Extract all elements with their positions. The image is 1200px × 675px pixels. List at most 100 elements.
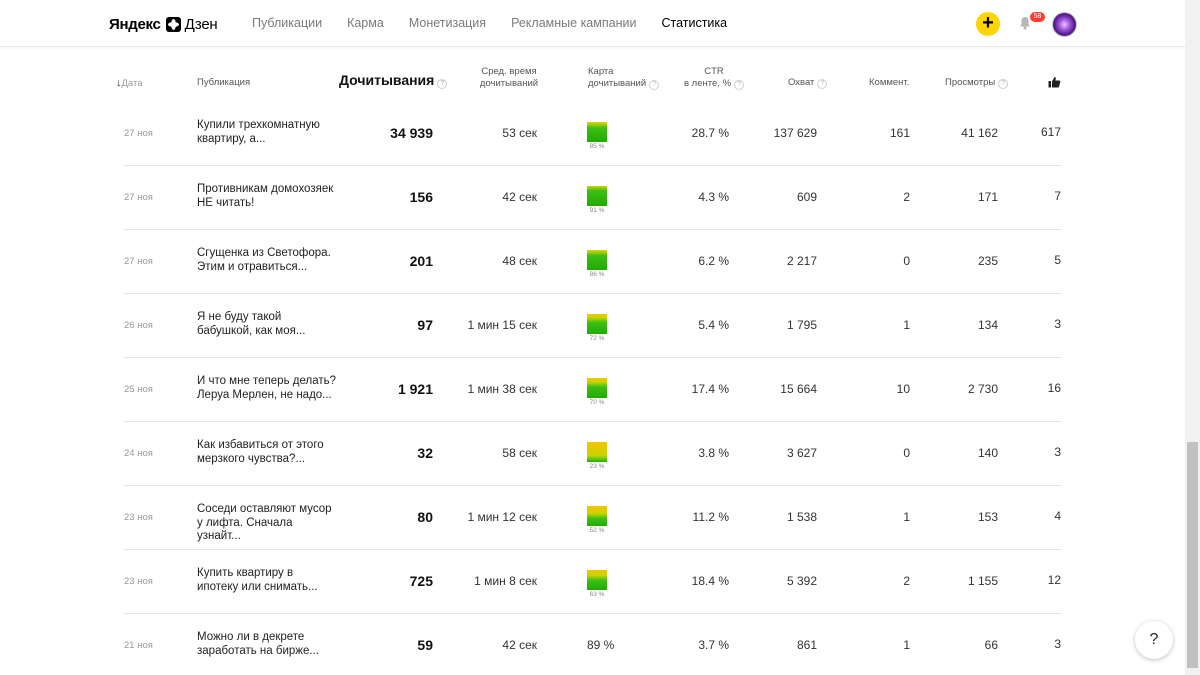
read-map-percent: 70 %	[589, 399, 605, 406]
row-title[interactable]: Как избавиться от этого мерзкого чувства…	[197, 439, 324, 465]
help-button[interactable]: ?	[1135, 621, 1173, 659]
row-reads: 34 939	[390, 125, 433, 141]
help-icon[interactable]: ?	[998, 79, 1009, 89]
read-map-gradient	[587, 442, 607, 462]
row-likes: 5	[1054, 253, 1061, 267]
column-reads[interactable]: Дочитывания?	[339, 73, 448, 89]
help-icon[interactable]: ?	[437, 79, 448, 89]
scrollbar-thumb[interactable]	[1187, 442, 1198, 668]
help-icon[interactable]: ?	[817, 79, 828, 89]
nav-monetization[interactable]: Монетизация	[408, 16, 487, 30]
row-reads: 725	[409, 573, 433, 589]
bell-icon[interactable]	[1018, 16, 1032, 30]
row-avg-time: 1 мин 38 сек	[467, 382, 537, 396]
nav-publications[interactable]: Публикации	[252, 16, 323, 30]
row-title[interactable]: Сгущенка из Светофора. Этим и отравиться…	[197, 247, 331, 273]
row-avg-time: 53 сек	[502, 126, 537, 140]
table-row[interactable]: 26 ноя Я не буду такой бабушкой, как моя.…	[124, 294, 1061, 358]
table-row[interactable]: 27 ноя Противникам домохозяек НЕ читать! 1…	[124, 166, 1061, 230]
row-likes: 12	[1047, 573, 1061, 587]
table-row[interactable]: 23 ноя Соседи оставляют мусор у лифта. Сн…	[124, 486, 1061, 550]
row-ctr: 17.4 %	[691, 382, 729, 396]
row-avg-time: 1 мин 12 сек	[467, 510, 537, 524]
row-views: 2 730	[967, 382, 998, 396]
row-views: 1 155	[967, 574, 998, 588]
row-views: 66	[984, 638, 998, 652]
column-reach-label: Охват	[788, 77, 815, 88]
row-date: 26 ноя	[124, 320, 153, 331]
read-map-gradient	[587, 250, 607, 270]
logo-brand: Яндекс	[109, 15, 161, 33]
read-map-percent: 91 %	[589, 207, 605, 214]
row-reach: 5 392	[786, 574, 817, 588]
row-read-map: 89 %	[587, 638, 614, 652]
row-ctr: 5.4 %	[698, 318, 729, 332]
sort-arrow-down-icon: ↓	[116, 77, 122, 89]
row-ctr: 28.7 %	[691, 126, 729, 140]
row-views: 140	[977, 446, 998, 460]
row-comments: 2	[903, 190, 910, 204]
column-ctr[interactable]: CTR в ленте, %?	[684, 66, 745, 90]
row-title[interactable]: Купили трехкомнатную квартиру, а...	[197, 119, 320, 145]
row-title[interactable]: Можно ли в декрете заработать на бирже..…	[197, 631, 319, 657]
logo[interactable]: Яндекс Дзен	[109, 14, 218, 34]
row-comments: 0	[903, 446, 910, 460]
read-map-gradient	[587, 122, 607, 142]
row-read-map: 91 %	[587, 186, 609, 214]
row-reads: 97	[417, 317, 433, 333]
column-reach[interactable]: Охват?	[788, 77, 828, 89]
row-title[interactable]: И что мне теперь делать? Леруа Мерлен, н…	[197, 375, 336, 401]
avatar[interactable]	[1052, 12, 1077, 37]
row-date: 27 ноя	[124, 128, 153, 139]
row-date: 27 ноя	[124, 256, 153, 267]
row-avg-time: 1 мин 8 сек	[474, 574, 537, 588]
column-ctr-line1: CTR	[704, 66, 724, 77]
table-row[interactable]: 21 ноя Можно ли в декрете заработать на б…	[124, 614, 1061, 675]
row-likes: 3	[1054, 317, 1061, 331]
help-icon[interactable]: ?	[649, 80, 660, 90]
table-row[interactable]: 24 ноя Как избавиться от этого мерзкого ч…	[124, 422, 1061, 486]
row-views: 134	[977, 318, 998, 332]
row-likes: 7	[1054, 189, 1061, 203]
row-reads: 201	[409, 253, 433, 269]
create-button[interactable]: +	[976, 12, 1000, 36]
column-views[interactable]: Просмотры?	[945, 77, 1009, 89]
nav-ad-campaigns[interactable]: Рекламные кампании	[511, 16, 637, 30]
row-comments: 1	[903, 638, 910, 652]
table-row[interactable]: 25 ноя И что мне теперь делать? Леруа Мер…	[124, 358, 1061, 422]
row-reads: 59	[417, 637, 433, 653]
column-views-label: Просмотры	[945, 77, 996, 88]
row-title[interactable]: Я не буду такой бабушкой, как моя...	[197, 311, 306, 337]
row-read-map: 52 %	[587, 506, 609, 534]
row-views: 153	[977, 510, 998, 524]
read-map-percent: 23 %	[589, 463, 605, 470]
help-icon[interactable]: ?	[734, 80, 745, 90]
column-avg-time[interactable]: Сред. время дочитываний	[477, 66, 541, 90]
row-ctr: 18.4 %	[691, 574, 729, 588]
column-read-map[interactable]: Карта дочитываний?	[588, 66, 660, 90]
column-date-label: Дата	[121, 78, 143, 89]
top-header: Яндекс Дзен Публикации Карма Монетизация…	[0, 0, 1185, 47]
row-title[interactable]: Противникам домохозяек НЕ читать!	[197, 183, 334, 209]
table-row[interactable]: 23 ноя Купить квартиру в ипотеку или сним…	[124, 550, 1061, 614]
row-comments: 0	[903, 254, 910, 268]
read-map-percent: 86 %	[589, 271, 605, 278]
table-row[interactable]: 27 ноя Сгущенка из Светофора. Этим и отра…	[124, 230, 1061, 294]
row-ctr: 4.3 %	[698, 190, 729, 204]
thumbs-up-icon[interactable]	[1048, 76, 1061, 88]
column-comments[interactable]: Коммент.	[869, 77, 910, 88]
table-row[interactable]: 27 ноя Купили трехкомнатную квартиру, а..…	[124, 102, 1061, 166]
row-comments: 10	[896, 382, 910, 396]
row-reach: 1 795	[786, 318, 817, 332]
row-title[interactable]: Соседи оставляют мусор у лифта. Сначала …	[197, 503, 332, 542]
row-likes: 617	[1040, 125, 1061, 139]
row-avg-time: 48 сек	[502, 254, 537, 268]
row-reach: 3 627	[786, 446, 817, 460]
nav-statistics[interactable]: Статистика	[661, 16, 728, 30]
column-date[interactable]: ↓Дата	[116, 77, 143, 90]
column-publication[interactable]: Публикация	[197, 77, 251, 88]
row-read-map: 86 %	[587, 250, 609, 278]
nav-karma[interactable]: Карма	[347, 16, 384, 30]
row-likes: 3	[1054, 637, 1061, 651]
row-title[interactable]: Купить квартиру в ипотеку или снимать...	[197, 567, 318, 593]
